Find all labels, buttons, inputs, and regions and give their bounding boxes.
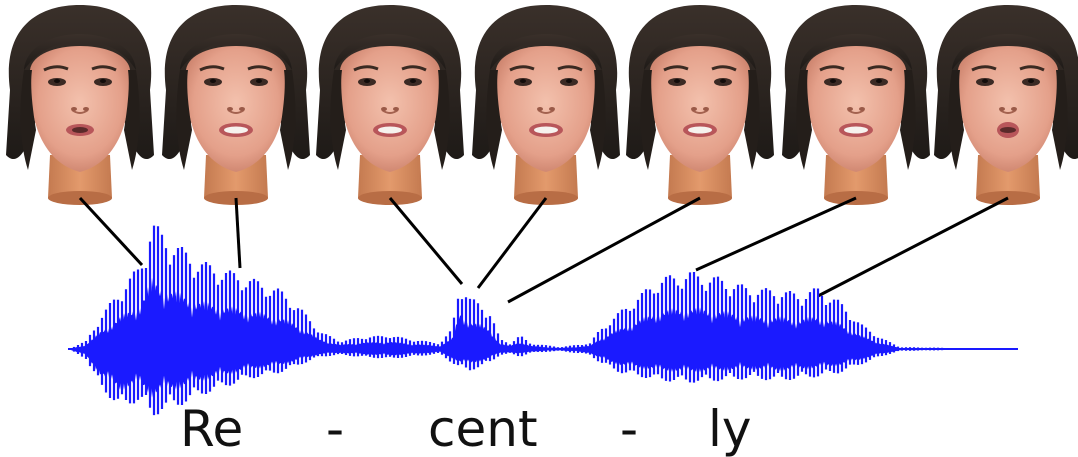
waveform-body [68,277,1018,398]
connector-line-6 [695,196,857,272]
mouth-3 [373,123,407,137]
face-frame-6 [780,3,932,207]
face-frame-1 [4,3,156,207]
syllable-cent: cent [428,400,538,457]
syllable-dash-2: - [620,400,638,457]
face-frame-4 [470,3,622,207]
connector-line-2 [234,197,242,269]
mouth-4 [529,123,563,137]
face-frame-2 [160,3,312,207]
speech-waveform [68,225,1018,416]
mouth-5 [683,123,717,137]
syllable-ly: ly [708,400,751,457]
mouth-7 [997,122,1019,138]
syllable-dash-1: - [326,400,344,457]
syllable-re: Re [180,400,243,457]
face-frame-5 [624,3,776,207]
mouth-1 [66,124,94,136]
connector-line-3 [388,197,464,285]
face-frame-3 [314,3,466,207]
mouth-6 [839,123,873,137]
connector-line-1 [78,196,144,267]
connector-line-5 [507,196,701,304]
face-frame-7 [932,3,1078,207]
connector-line-7 [817,196,1009,298]
mouth-2 [219,123,253,137]
face-row [4,3,1078,207]
connector-line-4 [476,197,548,289]
connector-lines [78,196,1009,304]
